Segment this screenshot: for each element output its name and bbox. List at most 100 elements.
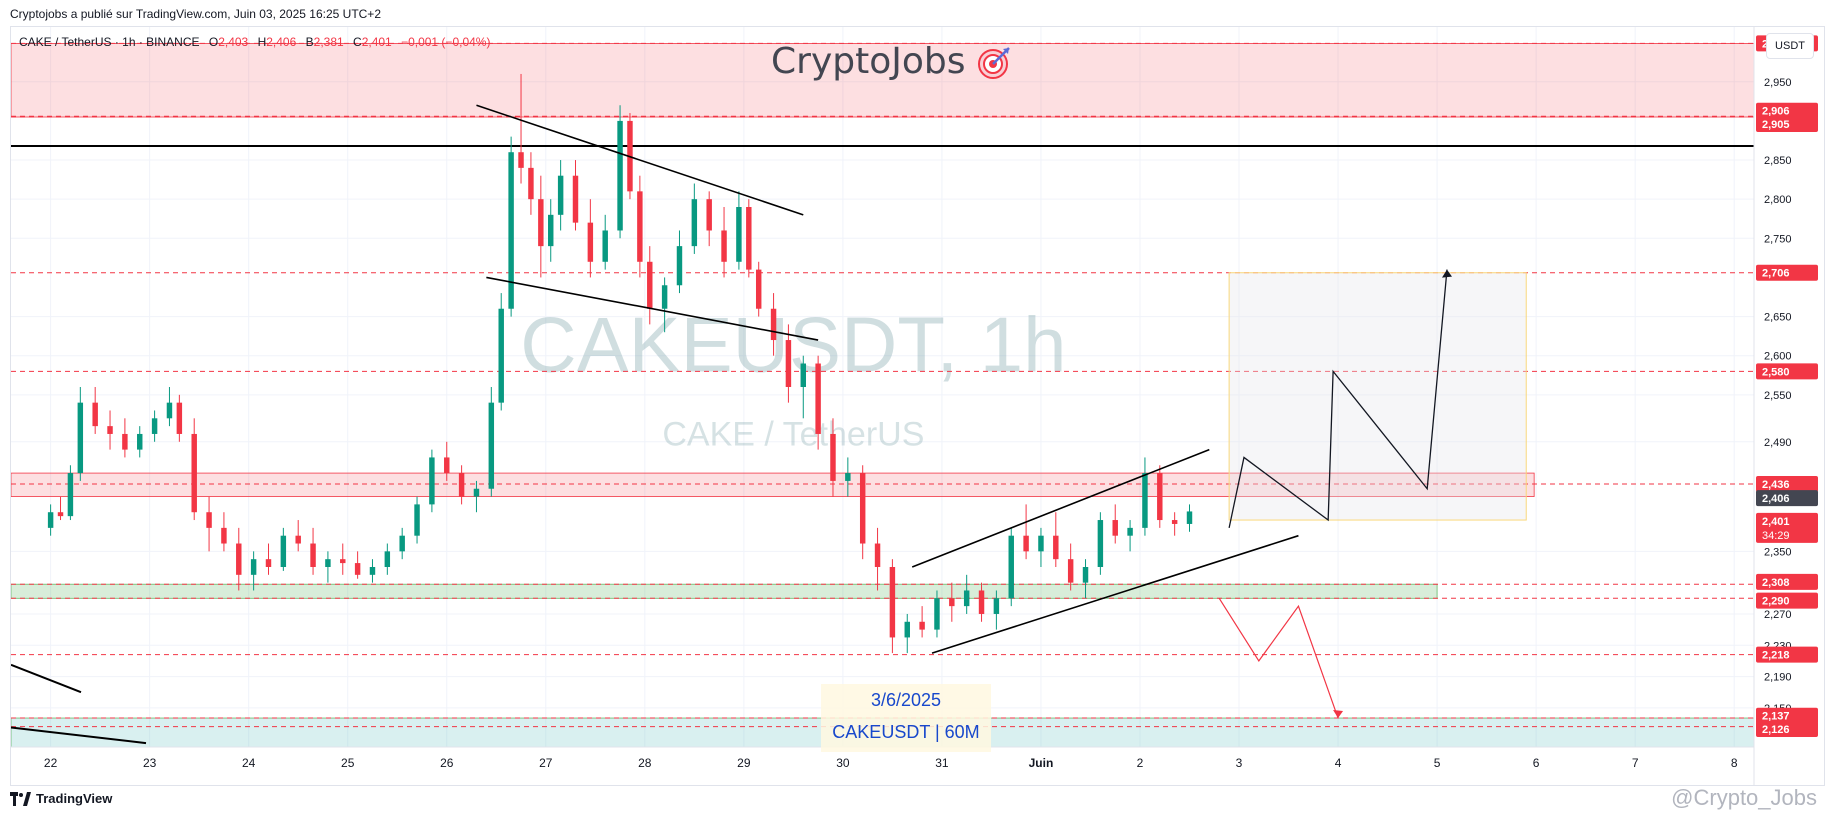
x-tick-label: 8 xyxy=(1731,756,1738,770)
support-zone xyxy=(11,583,1438,599)
candle-body xyxy=(889,567,896,638)
x-tick-label: 25 xyxy=(341,756,355,770)
candle-body xyxy=(746,207,752,270)
candle-body xyxy=(770,308,777,341)
low-value: 2,381 xyxy=(313,35,344,49)
price-level-badge: 2,137 xyxy=(1762,711,1790,723)
open-label: O xyxy=(208,35,219,49)
candle-body xyxy=(949,598,955,607)
footer-logo[interactable]: TradingView xyxy=(10,791,112,806)
candle-body xyxy=(498,308,504,403)
candle-body xyxy=(1038,535,1044,552)
price-level-badge: 2,906 xyxy=(1762,106,1790,118)
candle-body xyxy=(340,559,346,564)
high-label: H xyxy=(257,35,267,49)
bearish-arrowhead xyxy=(1333,710,1344,719)
brand-title: CryptoJobs xyxy=(771,41,1013,82)
x-tick-label: 24 xyxy=(242,756,256,770)
date-text: 3/6/2025 xyxy=(870,690,942,710)
candle-body xyxy=(647,261,653,309)
close-label: C xyxy=(353,35,362,49)
candle-body xyxy=(676,246,683,286)
price-level-badge-bg xyxy=(1756,102,1818,119)
candle-body xyxy=(458,473,465,497)
candle-body xyxy=(384,551,391,567)
watermark-name: CAKE / TetherUS xyxy=(662,416,924,454)
x-tick-label: 22 xyxy=(44,756,58,770)
price-level-badge-bg xyxy=(1756,363,1818,380)
price-level-badge-bg xyxy=(1756,476,1818,493)
candle-body xyxy=(919,621,925,630)
last-price-badge-bg xyxy=(1756,512,1818,543)
price-level-badge: 2,126 xyxy=(1762,724,1790,736)
y-tick-label: 2,550 xyxy=(1764,390,1792,402)
trendline xyxy=(486,276,819,341)
x-tick-label: Juin xyxy=(1029,756,1054,770)
candle-body xyxy=(325,559,331,567)
x-tick-label: 30 xyxy=(836,756,850,770)
x-tick-label: 27 xyxy=(539,756,553,770)
candle-body xyxy=(414,504,420,536)
x-tick-label: 29 xyxy=(737,756,751,770)
close-value: 2,401 xyxy=(361,35,392,49)
x-tick-label: 23 xyxy=(143,756,157,770)
candle-body xyxy=(166,402,173,419)
candle-body xyxy=(859,473,866,544)
candle-body xyxy=(429,457,435,505)
candle-body xyxy=(176,402,183,434)
candle-body xyxy=(1171,520,1178,524)
candle-body xyxy=(508,152,514,309)
candle-body xyxy=(1157,473,1163,521)
candle-body xyxy=(77,402,84,474)
currency-button[interactable]: USDT xyxy=(1766,33,1814,59)
x-tick-label: 6 xyxy=(1533,756,1540,770)
tradingview-logo-text: TradingView xyxy=(36,791,113,806)
change-value: −0,001 (−0,04%) xyxy=(401,35,491,49)
target-box xyxy=(1228,272,1527,521)
price-level-badge-bg xyxy=(1756,646,1818,663)
x-tick-label: 28 xyxy=(638,756,652,770)
candle-body xyxy=(755,269,762,309)
price-level-badge-bg xyxy=(1756,721,1818,737)
low-label: B xyxy=(305,35,314,49)
y-tick-label: 2,270 xyxy=(1764,609,1792,621)
candle-body xyxy=(92,402,98,427)
price-level-badge-bg xyxy=(1756,707,1818,724)
candle-body xyxy=(617,120,623,231)
candle-body xyxy=(736,207,742,262)
y-tick-label: 2,490 xyxy=(1764,437,1792,449)
price-level-badge-bg xyxy=(1756,592,1818,609)
candle-body xyxy=(280,535,287,567)
candle-body xyxy=(1142,473,1148,528)
published-by-text: Cryptojobs a publié sur TradingView.com,… xyxy=(10,7,381,21)
y-tick-label: 2,950 xyxy=(1764,77,1792,89)
candle-body xyxy=(265,559,272,567)
candle-body xyxy=(310,543,316,567)
y-tick-label: 2,190 xyxy=(1764,672,1792,684)
candle-body xyxy=(978,590,985,614)
candle-body xyxy=(1097,520,1104,567)
candle-body xyxy=(963,590,970,607)
publisher-bar: Cryptojobs a publié sur TradingView.com,… xyxy=(0,0,1835,26)
symbol-pair[interactable]: CAKE / TetherUS · 1h · BINANCE xyxy=(19,35,200,49)
candle-body xyxy=(785,340,792,387)
last-price-badge-countdown: 34:29 xyxy=(1762,530,1790,542)
candle-body xyxy=(1082,567,1089,583)
author-watermark: @Crypto_Jobs xyxy=(1671,785,1817,810)
last-price-badge: 2,401 xyxy=(1762,516,1790,528)
y-tick-label: 2,750 xyxy=(1764,233,1792,245)
candle-body xyxy=(706,199,712,231)
candle-body xyxy=(845,473,851,481)
price-level-badge: 2,218 xyxy=(1762,650,1790,662)
candle-body xyxy=(830,433,836,481)
caption-text: CAKEUSDT | 60M xyxy=(832,722,980,742)
y-tick-label: 2,600 xyxy=(1764,351,1792,363)
candle-body xyxy=(557,175,564,215)
price-level-badge-bg xyxy=(1756,264,1818,281)
y-tick-label: 2,850 xyxy=(1764,155,1792,167)
candle-body xyxy=(444,457,450,474)
price-level-badge: 2,905 xyxy=(1762,119,1790,131)
candle-body xyxy=(602,230,608,262)
